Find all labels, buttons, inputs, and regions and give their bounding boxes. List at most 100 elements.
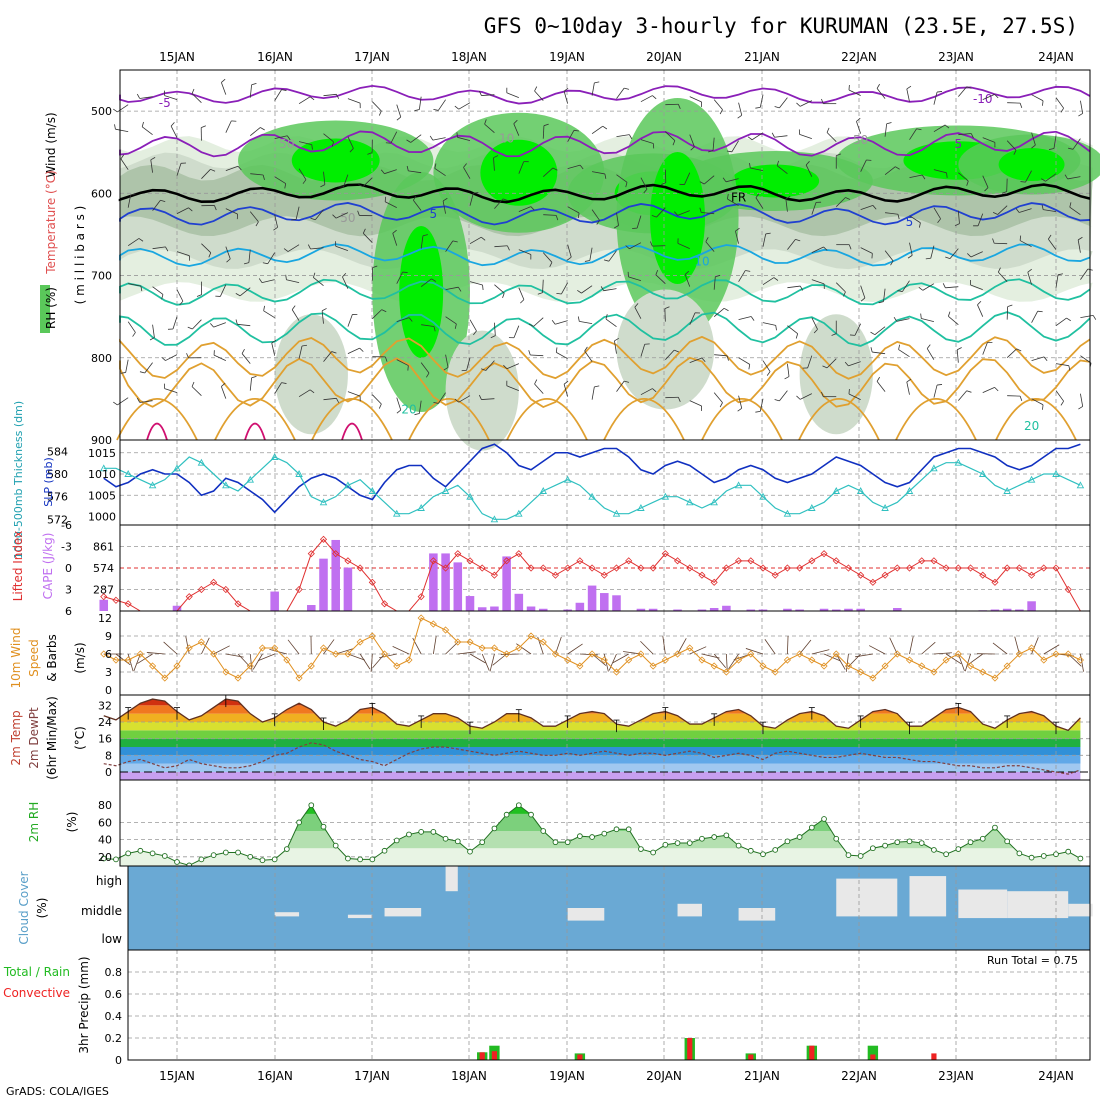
bottom-date-20JAN: 20JAN (646, 1069, 682, 1083)
rh-point (747, 847, 754, 854)
wind-barb-flag (1037, 310, 1043, 313)
wind-barb (640, 388, 653, 396)
wind-barb-flag (878, 301, 884, 304)
rh-point (857, 853, 864, 859)
wind-barb (779, 390, 788, 402)
wind-speed-point (136, 650, 144, 658)
slp-tick-1015: 1015 (88, 447, 116, 460)
wind-barb-flag (821, 98, 824, 104)
temp-color-band (120, 705, 1081, 714)
wind-barb-flag (140, 286, 143, 292)
wind-barb-flag (378, 110, 382, 116)
wind-barb (958, 86, 967, 97)
rh-point (711, 834, 718, 840)
bottom-date-17JAN: 17JAN (354, 1069, 390, 1083)
cape-bar (612, 595, 621, 611)
rh-blob-core (399, 226, 444, 358)
cape-lifted-index-panel: -6 -3 0 3 6 861 574 287 (61, 519, 1091, 618)
wind-barb (1053, 135, 1057, 149)
wind-barb-flag (320, 184, 326, 188)
wind-barb-flag (994, 387, 999, 392)
wind-barb (735, 230, 739, 244)
wind-barb (298, 345, 303, 359)
thickness-point (344, 481, 352, 489)
wind-barb (513, 123, 520, 136)
cape-bar (758, 609, 768, 611)
wind-barb-flag (426, 372, 430, 378)
wind-barb-flag (1007, 304, 1013, 308)
precip-conv-bar (931, 1053, 937, 1060)
wind-barb-flag (367, 152, 373, 155)
rh-panel: 80 60 40 20 (98, 779, 1091, 869)
wind-barb-flag (870, 331, 876, 336)
wind-barb-flag (287, 135, 291, 141)
wind-barb-flag (130, 193, 136, 196)
wind-barb-flag (1078, 113, 1083, 117)
slp-thickness-panel: 584 580 576 572 1015 1010 1005 1000 (47, 439, 1091, 526)
contour-label: 5 (430, 207, 438, 221)
wind-barb-flag (755, 106, 761, 109)
wind-barb-flag (179, 300, 184, 306)
wind-barb (442, 200, 446, 214)
wind-barb-10m (845, 653, 849, 672)
cape-bar (526, 606, 536, 611)
rh-point (528, 811, 534, 818)
wind-barb-flag (966, 86, 972, 89)
hot-contour (244, 422, 266, 441)
rh-tick-20: 20 (98, 851, 112, 864)
wind-barb-flag (701, 357, 706, 362)
wind-barb (1031, 311, 1039, 323)
wind-barb (323, 133, 334, 143)
wind-barb-flag (945, 256, 951, 260)
cape-bar (307, 605, 316, 611)
wind-barb (977, 304, 984, 317)
wind-barb (885, 212, 899, 215)
wind-barb (117, 397, 129, 406)
wind-barb (323, 397, 337, 401)
lifted-index-point (454, 550, 462, 558)
wind-barb-flag (937, 218, 941, 224)
wind-speed-point (1003, 662, 1011, 670)
thickness-point (588, 492, 596, 500)
wind-barb (1080, 268, 1089, 280)
rh-lower (445, 330, 519, 451)
wind-barb-10m (392, 646, 410, 655)
wind-barb (530, 354, 544, 357)
wind-barb (906, 381, 910, 395)
wind-barb-10m (347, 653, 365, 661)
thickness-point (490, 515, 499, 523)
wind-barb-flag (937, 384, 943, 386)
wind-barb (463, 167, 471, 179)
wind-speed-point (808, 656, 816, 664)
wind-barb-flag (301, 344, 308, 347)
rh-fill-band (120, 805, 1081, 849)
wind-barb-flag (1077, 236, 1083, 241)
wind-barb-flag (481, 236, 486, 241)
wind-barb (731, 140, 739, 153)
lifted-index-point (222, 585, 230, 594)
warm-contour (506, 398, 588, 441)
wind-barb-10m (725, 653, 728, 672)
wind-barb (221, 82, 227, 95)
warm-contour (701, 398, 783, 441)
wind-barb (170, 125, 178, 138)
wind-barb-flag (916, 128, 922, 131)
wind-barb-flag (726, 150, 732, 153)
wind-barb (267, 252, 276, 264)
wind-barb (848, 393, 861, 401)
rh-point (821, 816, 827, 822)
wind-barb-10m (1031, 637, 1039, 655)
hot-contour (341, 422, 363, 441)
wind-barb (909, 215, 921, 224)
wind-barb-flag (1068, 147, 1074, 150)
wind-barb (469, 193, 474, 206)
lifted-index-point (649, 564, 657, 572)
wind-barb-flag (1066, 317, 1071, 322)
wind-speed-point (149, 662, 157, 670)
cape-bar (648, 608, 658, 611)
wind-barb (848, 89, 861, 97)
wind-barb-flag (823, 246, 828, 251)
wind-barb (445, 286, 459, 291)
bottom-date-18JAN: 18JAN (451, 1069, 487, 1083)
wind-barb (225, 120, 232, 133)
